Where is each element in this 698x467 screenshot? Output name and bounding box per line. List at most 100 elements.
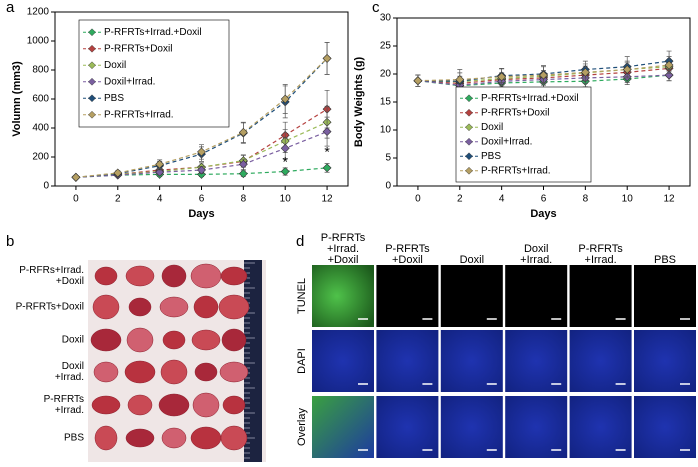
legend-label: P-RFRTs+Doxil xyxy=(481,107,549,118)
legend-label: P-RFRTs+Doxil xyxy=(104,43,172,54)
panel-label: c xyxy=(372,0,380,16)
micrograph xyxy=(312,265,374,327)
micrograph xyxy=(569,265,632,327)
micrograph xyxy=(376,265,439,327)
legend-marker xyxy=(465,137,473,146)
x-tick-label: 4 xyxy=(157,194,163,205)
column-header: +Doxil xyxy=(328,254,359,266)
y-tick-label: 20 xyxy=(380,69,392,80)
micrograph xyxy=(569,330,632,392)
x-tick-label: 2 xyxy=(115,194,121,205)
panel-label: d xyxy=(296,233,304,250)
row-label: P-RFRTs xyxy=(44,394,84,405)
row-header: Overlay xyxy=(296,408,308,446)
legend-label: P-RFRTs+Irrad. xyxy=(481,165,551,176)
tumor xyxy=(124,360,156,384)
tumor xyxy=(220,425,248,451)
data-point xyxy=(280,94,290,104)
micrograph xyxy=(440,265,503,327)
y-tick-label: 30 xyxy=(380,13,392,24)
row-label: PBS xyxy=(64,433,84,444)
column-header: +Irrad. xyxy=(585,254,617,266)
data-point xyxy=(238,127,248,137)
legend-label: Doxil+Irrad. xyxy=(481,136,532,147)
tumor xyxy=(190,263,222,289)
x-tick-label: 12 xyxy=(664,194,676,205)
row-label: P-RFRTs+Doxil xyxy=(16,302,84,313)
micrograph xyxy=(376,330,439,392)
tumor xyxy=(161,427,187,449)
legend-label: PBS xyxy=(104,93,124,104)
annotation: * xyxy=(282,154,288,170)
column-header: Doxil xyxy=(524,243,548,255)
tumor xyxy=(94,425,118,451)
x-tick-label: 2 xyxy=(457,194,463,205)
x-tick-label: 6 xyxy=(199,194,205,205)
tumor xyxy=(219,361,249,383)
y-tick-label: 25 xyxy=(380,41,392,52)
column-header: Doxil xyxy=(460,254,484,266)
data-point xyxy=(71,172,81,182)
tumor xyxy=(218,294,250,320)
panel-label: a xyxy=(6,0,15,16)
row-label: +Doxil xyxy=(56,276,84,287)
data-point xyxy=(238,159,248,169)
data-point xyxy=(155,159,165,169)
legend xyxy=(455,86,592,183)
data-point xyxy=(322,163,332,173)
micrograph xyxy=(376,396,439,458)
tumor xyxy=(93,361,119,383)
legend-marker xyxy=(88,44,96,53)
data-point xyxy=(497,72,507,82)
data-point xyxy=(322,127,332,137)
y-axis-title: Body Weights (g) xyxy=(353,57,365,148)
legend-marker xyxy=(465,108,473,117)
micrograph xyxy=(505,265,568,327)
y-tick-label: 800 xyxy=(32,65,49,76)
row-label: Doxil xyxy=(62,335,84,346)
legend-label: Doxil xyxy=(104,60,126,71)
row-label: +Irrad. xyxy=(55,405,84,416)
legend-marker xyxy=(88,94,96,103)
data-point xyxy=(664,60,674,70)
micrograph xyxy=(634,330,696,392)
x-axis-title: Days xyxy=(188,208,214,220)
x-tick-label: 12 xyxy=(322,194,334,205)
y-tick-label: 200 xyxy=(32,152,49,163)
data-point xyxy=(238,169,248,179)
legend-marker xyxy=(465,94,473,103)
x-tick-label: 6 xyxy=(541,194,547,205)
legend-label: Doxil+Irrad. xyxy=(104,76,155,87)
x-tick-label: 0 xyxy=(415,194,421,205)
legend-marker xyxy=(88,77,96,86)
tumor xyxy=(221,328,247,352)
y-tick-label: 0 xyxy=(385,181,391,192)
annotation: * xyxy=(324,143,330,159)
legend-marker xyxy=(88,61,96,70)
legend-marker xyxy=(88,28,96,37)
column-header: +Doxil xyxy=(392,254,423,266)
micrograph xyxy=(312,330,374,392)
legend xyxy=(78,19,230,128)
x-tick-label: 10 xyxy=(622,194,634,205)
y-tick-label: 400 xyxy=(32,123,49,134)
tumor xyxy=(162,330,186,350)
tumor xyxy=(125,265,155,287)
micrograph xyxy=(440,396,503,458)
tumor xyxy=(222,395,246,415)
tumor xyxy=(159,296,189,318)
tumor xyxy=(193,295,219,319)
row-label: P-RFRs+Irrad. xyxy=(19,265,84,276)
y-tick-label: 5 xyxy=(385,153,391,164)
legend-marker xyxy=(465,166,473,175)
micrograph xyxy=(634,396,696,458)
y-tick-label: 1000 xyxy=(27,36,50,47)
tumor xyxy=(94,266,118,286)
data-point xyxy=(455,75,465,85)
micrograph xyxy=(634,265,696,327)
y-tick-label: 10 xyxy=(380,125,392,136)
row-label: Doxil xyxy=(62,361,84,372)
y-tick-label: 600 xyxy=(32,94,49,105)
column-header: P-RFRTs xyxy=(578,243,623,255)
